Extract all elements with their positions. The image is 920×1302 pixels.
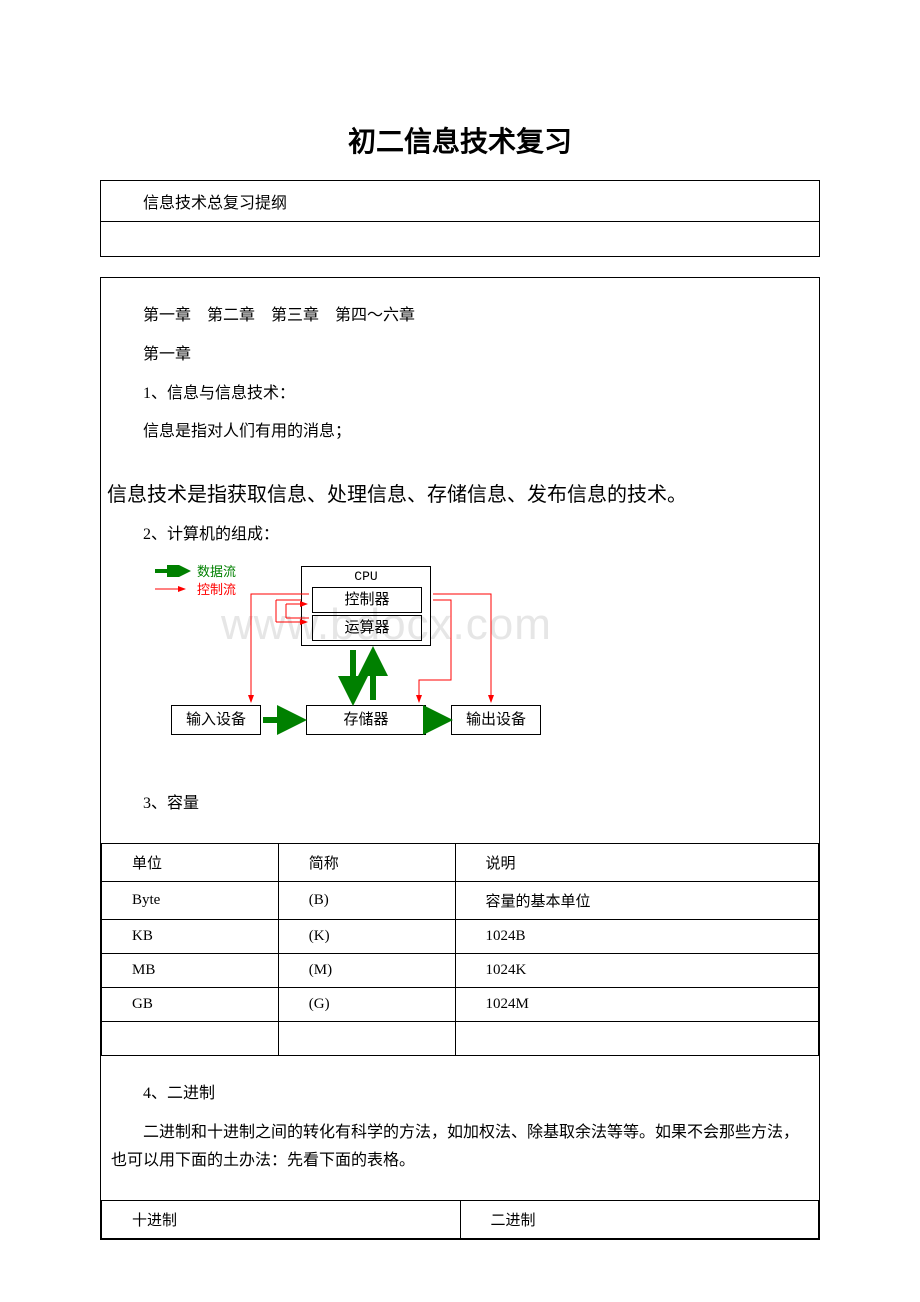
table-cell	[278, 1021, 455, 1055]
outline-table: 信息技术总复习提纲	[100, 180, 820, 257]
table-row: KB (K) 1024B	[102, 919, 819, 953]
table-cell	[455, 1021, 818, 1055]
section2-heading: 2、计算机的组成：	[111, 521, 809, 550]
table-cell: Byte	[102, 881, 279, 919]
legend-ctrl-label: 控制流	[197, 579, 236, 598]
section4-heading: 4、二进制	[111, 1080, 809, 1109]
table-row: 十进制 二进制	[102, 1201, 819, 1239]
cpu-label: CPU	[302, 569, 430, 584]
controller-box: 控制器	[312, 587, 422, 613]
section4-para: 二进制和十进制之间的转化有科学的方法，如加权法、除基取余法等等。如果不会那些方法…	[111, 1119, 809, 1177]
section1-line1: 信息是指对人们有用的消息；	[111, 418, 809, 447]
section1-heading: 1、信息与信息技术：	[111, 380, 809, 409]
table-header-cell: 二进制	[460, 1201, 819, 1239]
table-row: Byte (B) 容量的基本单位	[102, 881, 819, 919]
input-device-box: 输入设备	[171, 705, 261, 735]
table-row: 单位 简称 说明	[102, 843, 819, 881]
table-header-cell: 十进制	[102, 1201, 461, 1239]
table-header-cell: 单位	[102, 843, 279, 881]
main-content-box: 第一章 第二章 第三章 第四～六章 第一章 1、信息与信息技术： 信息是指对人们…	[100, 277, 820, 1240]
table-cell: 1024M	[455, 987, 818, 1021]
table-header-cell: 说明	[455, 843, 818, 881]
diagram-legend: 数据流 控制流	[153, 562, 236, 598]
outline-empty-cell	[101, 222, 820, 257]
legend-data-label: 数据流	[197, 561, 236, 580]
table-cell: GB	[102, 987, 279, 1021]
table-header-cell: 简称	[278, 843, 455, 881]
table-cell	[102, 1021, 279, 1055]
table-cell: (G)	[278, 987, 455, 1021]
section1-line2: 信息技术是指获取信息、处理信息、存储信息、发布信息的技术。	[101, 479, 819, 511]
table-cell: MB	[102, 953, 279, 987]
table-row	[102, 1021, 819, 1055]
table-cell: 1024B	[455, 919, 818, 953]
table-cell: (K)	[278, 919, 455, 953]
computer-composition-diagram: www.bdocx.com 数据流 控制流	[151, 560, 551, 780]
chapters-line: 第一章 第二章 第三章 第四～六章	[111, 302, 809, 331]
table-cell: (M)	[278, 953, 455, 987]
table-cell: 1024K	[455, 953, 818, 987]
table-row: GB (G) 1024M	[102, 987, 819, 1021]
storage-box: 存储器	[306, 705, 426, 735]
output-device-box: 输出设备	[451, 705, 541, 735]
cpu-box: CPU 控制器 运算器	[301, 566, 431, 646]
table-row: MB (M) 1024K	[102, 953, 819, 987]
outline-cell: 信息技术总复习提纲	[101, 181, 820, 222]
capacity-table: 单位 简称 说明 Byte (B) 容量的基本单位 KB (K) 1024B M…	[101, 843, 819, 1056]
alu-box: 运算器	[312, 615, 422, 641]
table-cell: (B)	[278, 881, 455, 919]
table-cell: KB	[102, 919, 279, 953]
section3-heading: 3、容量	[111, 790, 809, 819]
chapter1-heading: 第一章	[111, 341, 809, 370]
binary-table: 十进制 二进制	[101, 1200, 819, 1239]
table-cell: 容量的基本单位	[455, 881, 818, 919]
page-title: 初二信息技术复习	[100, 120, 820, 160]
